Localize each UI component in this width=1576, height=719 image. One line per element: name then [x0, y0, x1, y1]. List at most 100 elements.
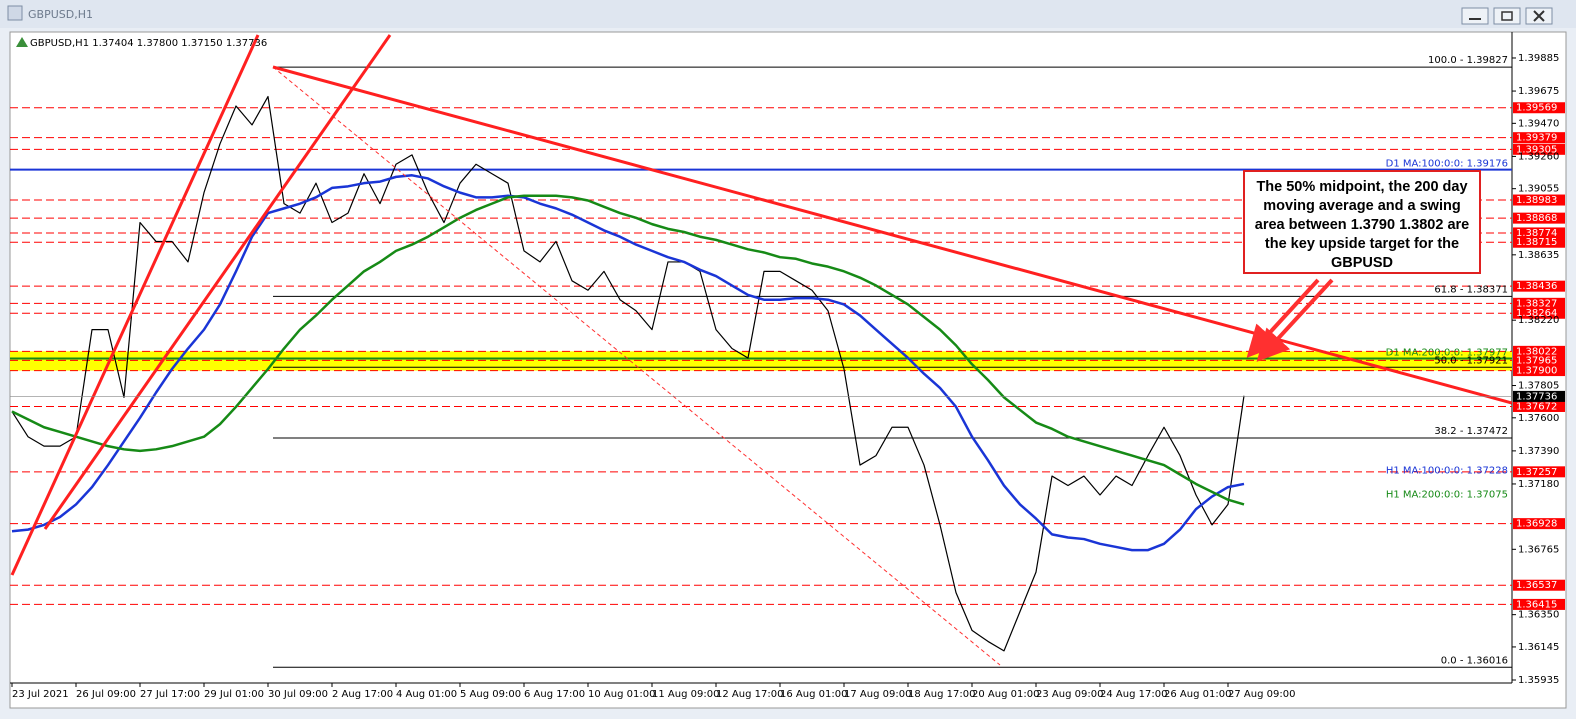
level-label: 1.36928 — [1516, 519, 1557, 530]
y-tick-label: 1.36145 — [1518, 642, 1559, 653]
level-label-box — [1513, 227, 1565, 239]
level-label: 1.39305 — [1516, 144, 1557, 155]
level-label: 1.39569 — [1516, 103, 1557, 114]
level-label: 1.36537 — [1516, 580, 1557, 591]
x-tick-label: 10 Aug 01:00 — [588, 689, 655, 700]
x-tick-label: 6 Aug 17:00 — [524, 689, 585, 700]
chart-header: GBPUSD,H1 1.37404 1.37800 1.37150 1.3773… — [30, 38, 267, 49]
ma-label: H1 MA:100:0:0: 1.37228 — [1386, 465, 1508, 476]
current-price-box — [1513, 390, 1565, 402]
level-label-box — [1513, 579, 1565, 591]
x-tick-label: 27 Jul 17:00 — [140, 689, 200, 700]
x-tick-label: 26 Aug 01:00 — [1164, 689, 1231, 700]
x-tick-label: 11 Aug 09:00 — [652, 689, 719, 700]
y-tick-label: 1.38635 — [1518, 250, 1559, 261]
level-label-box — [1513, 194, 1565, 206]
title-bar — [0, 0, 1576, 28]
x-tick-label: 27 Aug 09:00 — [1228, 689, 1295, 700]
y-tick-label: 1.39675 — [1518, 86, 1559, 97]
fib-anchor-line — [272, 66, 1001, 666]
level-label-box — [1513, 297, 1565, 309]
level-label-box — [1513, 365, 1565, 377]
level-label-box — [1513, 280, 1565, 292]
level-label: 1.37672 — [1516, 401, 1557, 412]
x-tick-label: 20 Aug 01:00 — [972, 689, 1039, 700]
y-tick-label: 1.37805 — [1518, 381, 1559, 392]
price-line — [11, 95, 1245, 652]
level-label-box — [1513, 102, 1565, 114]
level-label-box — [1513, 132, 1565, 144]
maximize-button[interactable] — [1493, 7, 1521, 25]
price-line — [11, 194, 1245, 506]
y-tick-label: 1.37600 — [1518, 413, 1559, 424]
ma-label: H1 MA:200:0:0: 1.37075 — [1386, 489, 1508, 500]
x-tick-label: 16 Aug 01:00 — [780, 689, 847, 700]
level-label-box — [1513, 518, 1565, 530]
price-line — [11, 174, 1245, 552]
header-icon — [16, 37, 28, 47]
level-label: 1.38436 — [1516, 281, 1557, 292]
y-tick-label: 1.39260 — [1518, 151, 1559, 162]
level-label-box — [1513, 143, 1565, 155]
level-label: 1.37257 — [1516, 467, 1557, 478]
level-label-box — [1513, 345, 1565, 357]
x-tick-label: 4 Aug 01:00 — [396, 689, 457, 700]
x-tick-label: 26 Jul 09:00 — [76, 689, 136, 700]
level-label-box — [1513, 400, 1565, 412]
y-tick-label: 1.39470 — [1518, 118, 1559, 129]
y-tick-label: 1.38220 — [1518, 315, 1559, 326]
current-price-label: 1.37736 — [1516, 391, 1557, 402]
level-label: 1.37900 — [1516, 366, 1557, 377]
x-tick-label: 30 Jul 09:00 — [268, 689, 328, 700]
level-label-box — [1513, 236, 1565, 248]
y-tick-label: 1.39055 — [1518, 184, 1559, 195]
app-icon — [7, 5, 23, 21]
annotation: The 50% midpoint, the 200 day moving ave… — [1243, 170, 1481, 274]
minimize-button[interactable] — [1461, 7, 1489, 25]
y-tick-label: 1.39885 — [1518, 53, 1559, 64]
trend-line — [272, 65, 1512, 405]
level-label-box — [1513, 466, 1565, 478]
level-label-box — [1513, 598, 1565, 610]
fib-label: 0.0 - 1.36016 — [1441, 655, 1508, 666]
arrow — [1256, 278, 1334, 362]
fib-label: 38.2 - 1.37472 — [1434, 426, 1508, 437]
x-tick-label: 29 Jul 01:00 — [204, 689, 264, 700]
fib-label: 50.0 - 1.37921 — [1434, 355, 1508, 366]
x-tick-label: 23 Jul 2021 — [12, 689, 69, 700]
x-tick-label: 2 Aug 17:00 — [332, 689, 393, 700]
ma-label: D1 MA:100:0:0: 1.39176 — [1386, 159, 1508, 170]
level-label: 1.38022 — [1516, 346, 1557, 357]
trend-line — [43, 34, 392, 530]
level-label: 1.38983 — [1516, 195, 1557, 206]
level-label-box — [1513, 212, 1565, 224]
x-tick-label: 5 Aug 09:00 — [460, 689, 521, 700]
window-title: GBPUSD,H1 — [28, 8, 93, 21]
level-label: 1.38868 — [1516, 213, 1557, 224]
level-label: 1.39379 — [1516, 133, 1557, 144]
level-label-box — [1513, 354, 1565, 366]
trend-line — [10, 34, 260, 576]
y-tick-label: 1.37180 — [1518, 479, 1559, 490]
y-tick-label: 1.37390 — [1518, 446, 1559, 457]
y-tick-label: 1.36765 — [1518, 544, 1559, 555]
level-label: 1.38774 — [1516, 228, 1557, 239]
level-label: 1.36415 — [1516, 599, 1557, 610]
target-zone — [10, 351, 1512, 371]
level-label: 1.38715 — [1516, 237, 1557, 248]
y-tick-label: 1.35935 — [1518, 675, 1559, 686]
x-tick-label: 18 Aug 17:00 — [908, 689, 975, 700]
x-tick-label: 12 Aug 17:00 — [716, 689, 783, 700]
fib-label: 61.8 - 1.38371 — [1434, 284, 1508, 295]
level-label: 1.37965 — [1516, 355, 1557, 366]
y-tick-label: 1.36350 — [1518, 610, 1559, 621]
x-tick-label: 24 Aug 17:00 — [1100, 689, 1167, 700]
fib-label: 100.0 - 1.39827 — [1428, 55, 1508, 66]
x-tick-label: 17 Aug 09:00 — [844, 689, 911, 700]
level-label: 1.38327 — [1516, 298, 1557, 309]
x-tick-label: 23 Aug 09:00 — [1036, 689, 1103, 700]
level-label: 1.38264 — [1516, 308, 1557, 319]
ma-label: D1 MA:200:0:0: 1.37977 — [1386, 347, 1508, 358]
